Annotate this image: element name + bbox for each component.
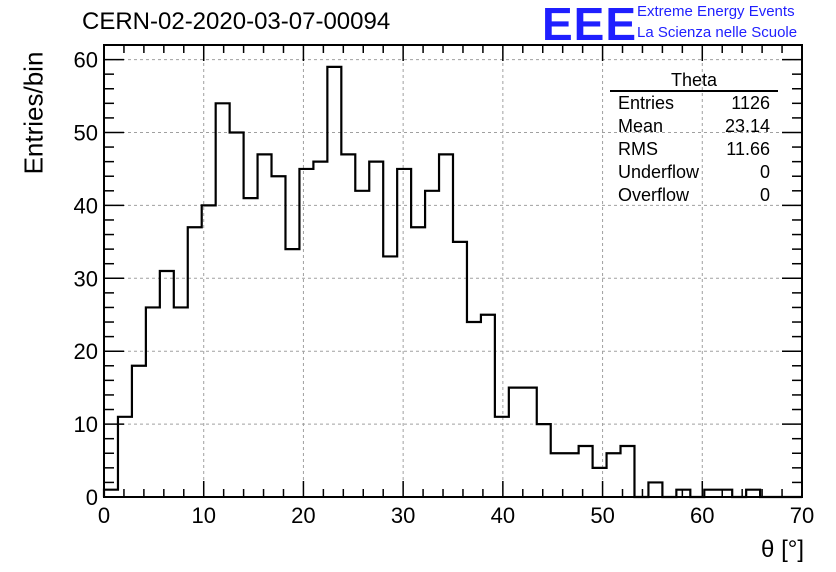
histogram-bar bbox=[341, 154, 355, 497]
stats-row-entries: Entries 1126 bbox=[610, 92, 778, 115]
histogram-bar bbox=[285, 249, 299, 497]
histogram-bar bbox=[258, 154, 272, 497]
stats-label: Underflow bbox=[618, 162, 700, 182]
histogram-bar bbox=[509, 388, 523, 497]
stats-label: Overflow bbox=[618, 185, 690, 205]
x-tick-label: 30 bbox=[391, 503, 415, 528]
stats-label: Entries bbox=[618, 93, 675, 113]
y-tick-label: 50 bbox=[74, 120, 98, 145]
histogram-bar bbox=[453, 242, 467, 497]
y-tick-label: 40 bbox=[74, 193, 98, 218]
histogram-bar bbox=[118, 417, 132, 497]
histogram-bar bbox=[481, 315, 495, 497]
histogram-bar bbox=[593, 468, 607, 497]
histogram-bar bbox=[397, 169, 411, 497]
stats-label: RMS bbox=[618, 139, 658, 159]
histogram-bar bbox=[495, 417, 509, 497]
x-tick-label: 70 bbox=[790, 503, 814, 528]
histogram-bar bbox=[565, 453, 579, 497]
x-tick-label: 20 bbox=[291, 503, 315, 528]
stats-value: 0 bbox=[759, 185, 770, 205]
histogram-bar bbox=[467, 322, 481, 497]
stats-row-overflow: Overflow 0 bbox=[610, 184, 778, 207]
y-tick-label: 60 bbox=[74, 48, 98, 73]
histogram-bar bbox=[313, 162, 327, 497]
histogram-bar bbox=[537, 424, 551, 497]
histogram-bar bbox=[146, 307, 160, 497]
stats-row-underflow: Underflow 0 bbox=[610, 161, 778, 184]
stats-title: Theta bbox=[610, 70, 778, 92]
y-axis-label: Entries/bin bbox=[18, 51, 49, 175]
histogram-bar bbox=[383, 256, 397, 497]
histogram-bar bbox=[369, 162, 383, 497]
chart-title: CERN-02-2020-03-07-00094 bbox=[82, 8, 391, 35]
stats-value: 11.66 bbox=[726, 139, 770, 159]
stats-value: 0 bbox=[759, 162, 770, 182]
x-tick-label: 40 bbox=[491, 503, 515, 528]
histogram-bar bbox=[327, 67, 341, 497]
stats-box: Theta Entries 1126 Mean 23.14 RMS 11.66 … bbox=[610, 70, 778, 207]
plot-frame bbox=[103, 44, 803, 498]
x-tick-label: 50 bbox=[590, 503, 614, 528]
brand-line-1: Extreme Energy Events bbox=[637, 3, 795, 20]
x-tick-label: 0 bbox=[98, 503, 110, 528]
histogram-bar bbox=[160, 271, 174, 497]
y-tick-label: 10 bbox=[74, 412, 98, 437]
histogram-bar bbox=[174, 307, 188, 497]
x-axis-label: θ [°] bbox=[761, 536, 804, 563]
histogram-bar bbox=[579, 446, 593, 497]
histogram-bar bbox=[299, 169, 313, 497]
y-tick-label: 0 bbox=[86, 485, 98, 510]
histogram-bar bbox=[132, 366, 146, 497]
x-tick-label: 10 bbox=[191, 503, 215, 528]
histogram-bar bbox=[188, 227, 202, 497]
histogram-bar bbox=[230, 132, 244, 497]
x-tick-label: 60 bbox=[690, 503, 714, 528]
histogram-bar bbox=[425, 191, 439, 497]
histogram-bar bbox=[272, 176, 286, 497]
stats-row-rms: RMS 11.66 bbox=[610, 138, 778, 161]
histogram-bar bbox=[216, 103, 230, 497]
stats-label: Mean bbox=[618, 116, 664, 136]
stats-value: 1126 bbox=[731, 93, 770, 113]
histogram-bar bbox=[411, 227, 425, 497]
stats-value: 23.14 bbox=[724, 116, 770, 136]
eee-logo: EEE bbox=[542, 0, 638, 50]
histogram-bar bbox=[244, 198, 258, 497]
stats-row-mean: Mean 23.14 bbox=[610, 115, 778, 138]
y-tick-label: 30 bbox=[74, 266, 98, 291]
y-tick-label: 20 bbox=[74, 339, 98, 364]
brand-line-2: La Scienza nelle Scuole bbox=[637, 24, 798, 41]
histogram-bar bbox=[648, 482, 662, 497]
histogram-bar bbox=[607, 453, 621, 497]
histogram-bar bbox=[523, 388, 537, 497]
histogram-bar bbox=[355, 191, 369, 497]
